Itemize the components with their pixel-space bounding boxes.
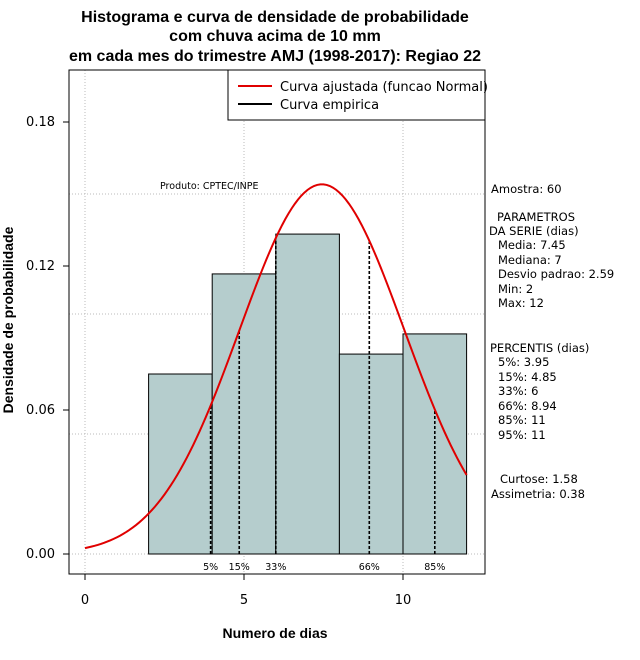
chart-title-line-1: Histograma e curva de densidade de proba… bbox=[81, 9, 469, 26]
stats-panel: Amostra: 60 PARAMETROS DA SERIE (dias) M… bbox=[489, 182, 614, 501]
legend-box bbox=[227, 69, 486, 121]
percentile-label-3: 33% bbox=[265, 562, 286, 573]
stat-p15: 15%: 4.85 bbox=[498, 370, 557, 384]
y-tick-label-2: 0.12 bbox=[26, 259, 55, 274]
percentile-label-4: 66% bbox=[359, 562, 380, 573]
chart-title-line-3: em cada mes do trimestre AMJ (1998-2017)… bbox=[69, 48, 481, 65]
legend: Curva ajustada (funcao Normal) Curva emp… bbox=[227, 69, 488, 121]
axes: 0 5 10 0.00 0.06 0.12 0.18 bbox=[26, 115, 411, 608]
stat-min: Min: 2 bbox=[498, 282, 533, 296]
y-axis-label: Densidade de probabilidade bbox=[0, 226, 16, 413]
x-tick-label-1: 5 bbox=[240, 593, 248, 608]
stat-p66: 66%: 8.94 bbox=[498, 399, 557, 413]
fitted-normal-curve bbox=[84, 183, 468, 550]
stat-p33: 33%: 6 bbox=[498, 384, 538, 398]
product-annotation: Produto: CPTEC/INPE bbox=[160, 181, 259, 192]
stat-media: Media: 7.45 bbox=[498, 238, 566, 252]
histogram-bars bbox=[148, 233, 468, 555]
stat-p95: 95%: 11 bbox=[498, 428, 546, 442]
percentile-label-1: 5% bbox=[203, 562, 218, 573]
stat-max: Max: 12 bbox=[498, 296, 544, 310]
stat-assimetria: Assimetria: 0.38 bbox=[491, 487, 585, 501]
histogram-bar-3 bbox=[275, 233, 340, 555]
histogram-bar-2 bbox=[211, 273, 277, 555]
percentile-lines: 5% 15% 33% 66% 85% bbox=[203, 237, 445, 573]
stat-p5: 5%: 3.95 bbox=[498, 355, 549, 369]
x-tick-label-0: 0 bbox=[81, 593, 89, 608]
legend-label-empirical: Curva empirica bbox=[280, 98, 379, 113]
y-tick-label-3: 0.18 bbox=[26, 115, 55, 130]
stat-desvio: Desvio padrao: 2.59 bbox=[498, 267, 614, 281]
stat-p85: 85%: 11 bbox=[498, 413, 546, 427]
percentile-label-2: 15% bbox=[229, 562, 250, 573]
stat-param-title-2: DA SERIE (dias) bbox=[489, 224, 579, 238]
percentile-label-5: 85% bbox=[424, 562, 445, 573]
stat-curtose: Curtose: 1.58 bbox=[500, 472, 578, 486]
chart-title-line-2: com chuva acima de 10 mm bbox=[169, 28, 381, 45]
stat-perc-title: PERCENTIS (dias) bbox=[490, 341, 589, 355]
y-tick-label-0: 0.00 bbox=[26, 547, 55, 562]
stat-param-title-1: PARAMETROS bbox=[497, 210, 575, 224]
stat-mediana: Mediana: 7 bbox=[498, 253, 562, 267]
x-axis-label: Numero de dias bbox=[222, 625, 327, 641]
y-tick-label-1: 0.06 bbox=[26, 403, 55, 418]
x-tick-label-2: 10 bbox=[395, 593, 412, 608]
histogram-bar-4 bbox=[338, 353, 404, 555]
histogram-bar-1 bbox=[148, 373, 213, 555]
legend-label-fitted: Curva ajustada (funcao Normal) bbox=[280, 80, 488, 95]
stat-amostra: Amostra: 60 bbox=[491, 182, 562, 196]
